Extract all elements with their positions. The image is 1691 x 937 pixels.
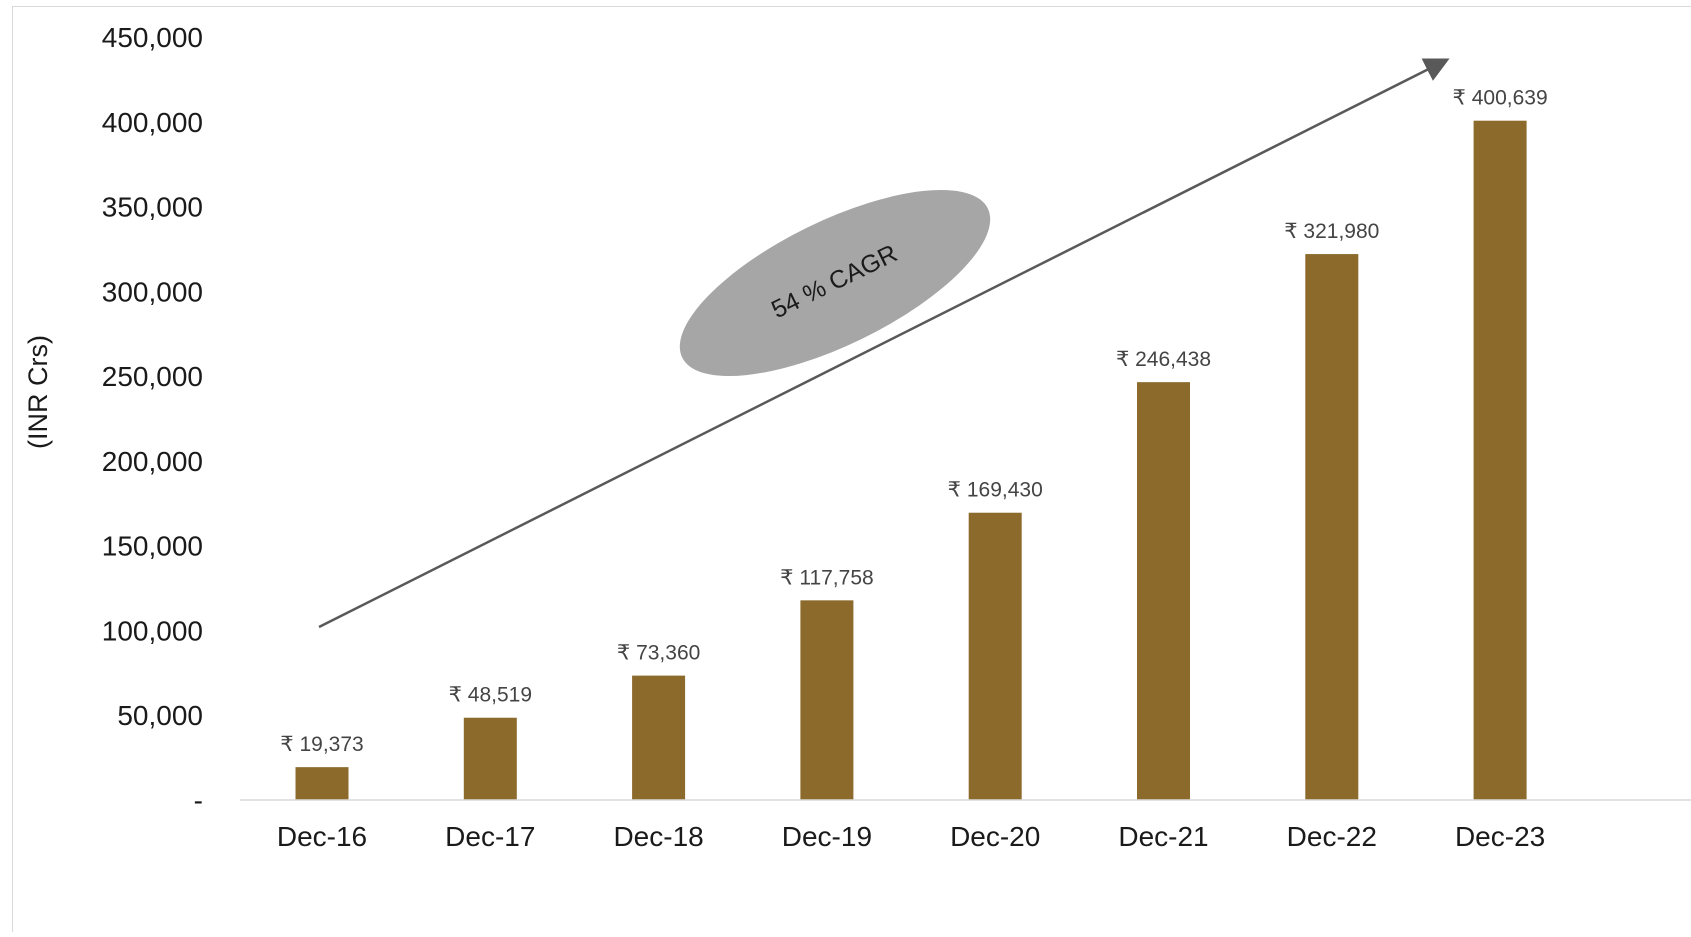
bar-dec-19 <box>800 600 853 800</box>
y-tick-label: 300,000 <box>102 276 203 307</box>
bar-dec-20 <box>969 513 1022 800</box>
x-tick-label: Dec-17 <box>445 821 535 852</box>
y-axis: - 50,000 100,000 150,000 200,000 250,000 300,0… <box>102 22 203 816</box>
trend-arrow <box>319 61 1445 627</box>
bar-dec-21 <box>1137 382 1190 800</box>
x-axis: Dec-16 Dec-17 Dec-18 Dec-19 Dec-20 Dec-21 Dec-… <box>277 821 1545 852</box>
value-label: ₹ 73,360 <box>617 642 700 665</box>
y-axis-title: (INR Crs) <box>23 335 53 449</box>
y-tick-label: - <box>194 785 203 816</box>
value-label: ₹ 321,980 <box>1284 220 1379 243</box>
y-tick-label: 100,000 <box>102 615 203 646</box>
x-tick-label: Dec-23 <box>1455 821 1545 852</box>
y-tick-label: 400,000 <box>102 107 203 138</box>
bar-dec-16 <box>296 767 349 800</box>
y-tick-label: 150,000 <box>102 531 203 562</box>
y-tick-label: 200,000 <box>102 446 203 477</box>
x-tick-label: Dec-16 <box>277 821 367 852</box>
y-tick-label: 50,000 <box>117 700 203 731</box>
y-tick-label: 350,000 <box>102 192 203 223</box>
value-label: ₹ 246,438 <box>1116 348 1211 371</box>
bar-dec-17 <box>464 718 517 800</box>
bar-dec-22 <box>1305 254 1358 800</box>
value-label: ₹ 117,758 <box>780 566 874 589</box>
value-label: ₹ 48,519 <box>449 684 532 707</box>
x-tick-label: Dec-22 <box>1287 821 1377 852</box>
bar-dec-23 <box>1474 121 1527 800</box>
x-tick-label: Dec-19 <box>782 821 872 852</box>
y-tick-label: 450,000 <box>102 22 203 53</box>
x-tick-label: Dec-18 <box>613 821 703 852</box>
annotations: 54 % CAGR <box>319 61 1445 627</box>
value-label: ₹ 400,639 <box>1453 87 1548 110</box>
y-tick-label: 250,000 <box>102 361 203 392</box>
cagr-callout: 54 % CAGR <box>655 153 1015 413</box>
x-tick-label: Dec-20 <box>950 821 1040 852</box>
bar-dec-18 <box>632 676 685 800</box>
x-tick-label: Dec-21 <box>1118 821 1208 852</box>
value-label: ₹ 19,373 <box>280 733 363 756</box>
value-label: ₹ 169,430 <box>948 479 1043 502</box>
